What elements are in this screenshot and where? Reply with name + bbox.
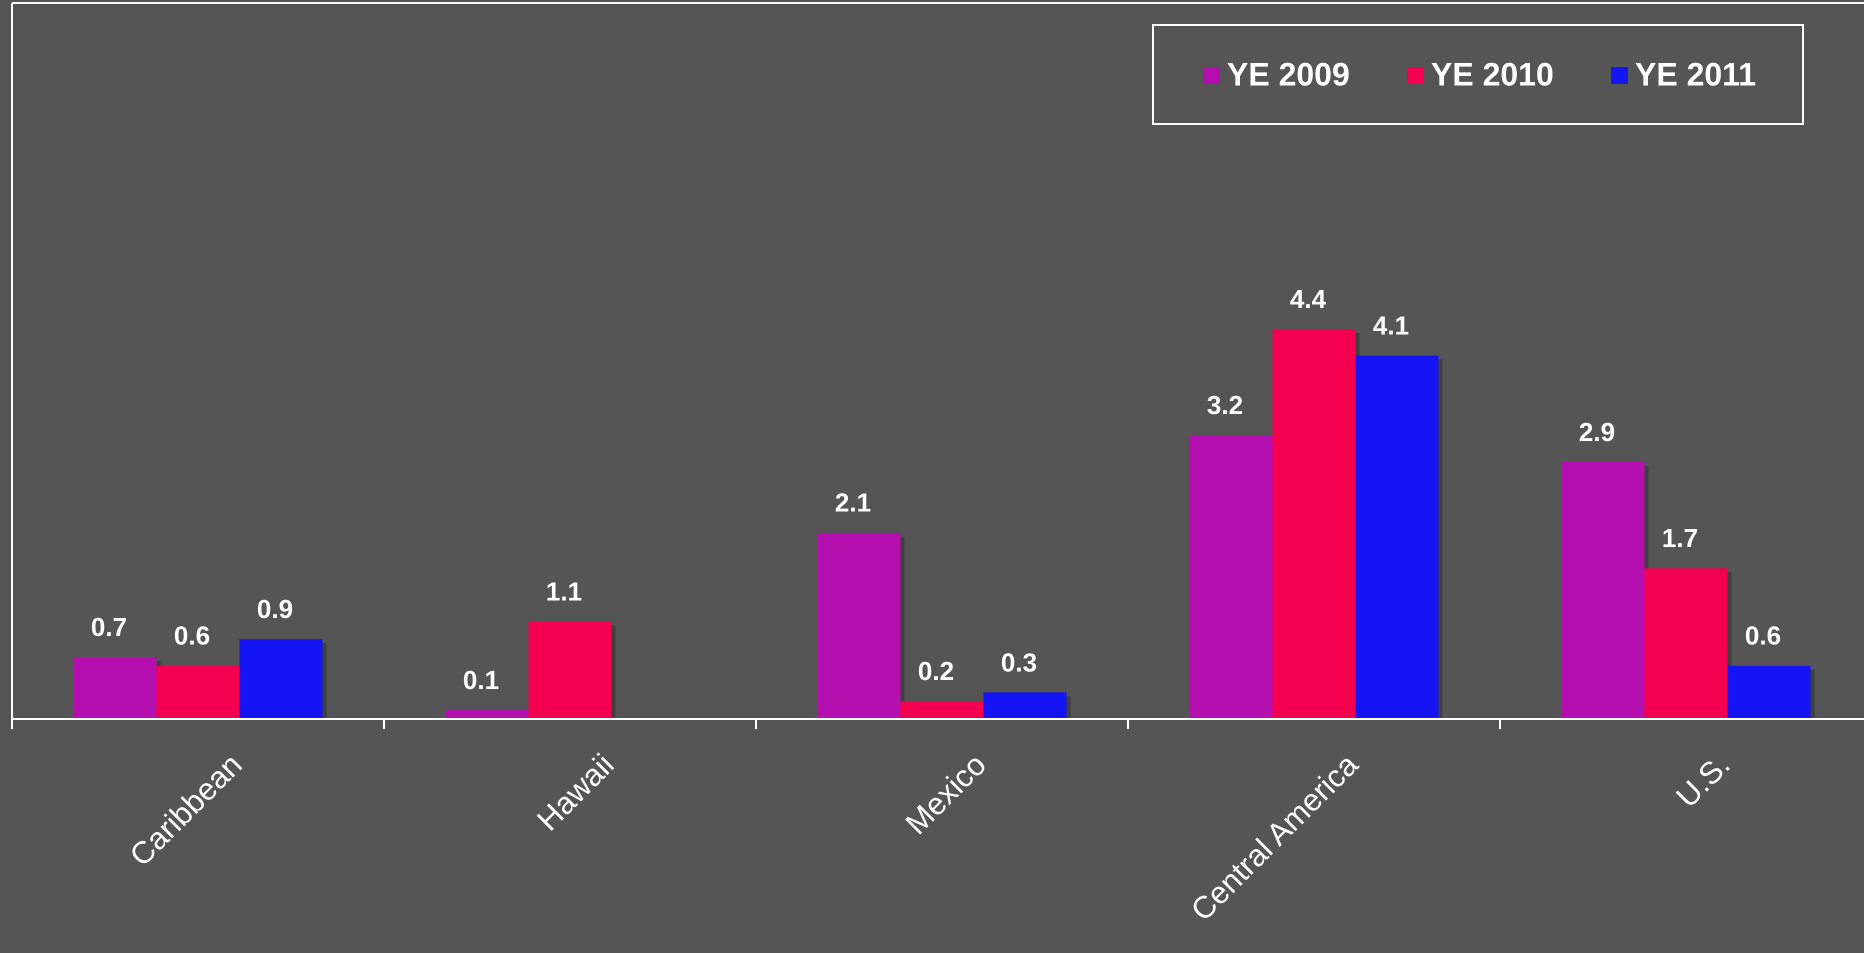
data-label: 1.1 (546, 576, 582, 606)
bar (817, 532, 901, 719)
legend-label: YE 2010 (1431, 56, 1554, 92)
bar (1727, 665, 1811, 719)
bar (156, 665, 240, 719)
bar (900, 701, 984, 719)
legend-swatch (1203, 67, 1220, 84)
data-label: 2.1 (835, 488, 871, 518)
data-label: 0.2 (918, 656, 954, 686)
bar (445, 710, 529, 719)
data-label: 0.6 (1745, 621, 1781, 651)
legend-swatch (1611, 67, 1628, 84)
data-label: 1.7 (1662, 523, 1698, 553)
legend-label: YE 2009 (1227, 56, 1350, 92)
data-label: 3.2 (1207, 390, 1243, 420)
data-label: 0.7 (91, 612, 127, 642)
bar (1272, 329, 1356, 719)
data-label: 4.1 (1373, 310, 1409, 340)
legend-box (1152, 24, 1804, 125)
data-label: 2.9 (1579, 417, 1615, 447)
legend-swatch (1407, 67, 1424, 84)
bar (73, 656, 157, 719)
bar (1355, 355, 1439, 719)
legend-label: YE 2011 (1635, 56, 1756, 92)
bar (239, 639, 323, 719)
bar (1189, 435, 1273, 719)
data-label: 0.1 (463, 665, 499, 695)
bar (528, 621, 612, 719)
bar (1644, 568, 1728, 719)
data-label: 0.6 (174, 621, 210, 651)
data-label: 4.4 (1290, 284, 1327, 314)
bar (1561, 461, 1645, 719)
bar (983, 692, 1067, 719)
legend: YE 2009 YE 2010 YE 2011 (1152, 24, 1804, 125)
data-label: 0.3 (1001, 647, 1037, 677)
data-label: 0.9 (257, 594, 293, 624)
